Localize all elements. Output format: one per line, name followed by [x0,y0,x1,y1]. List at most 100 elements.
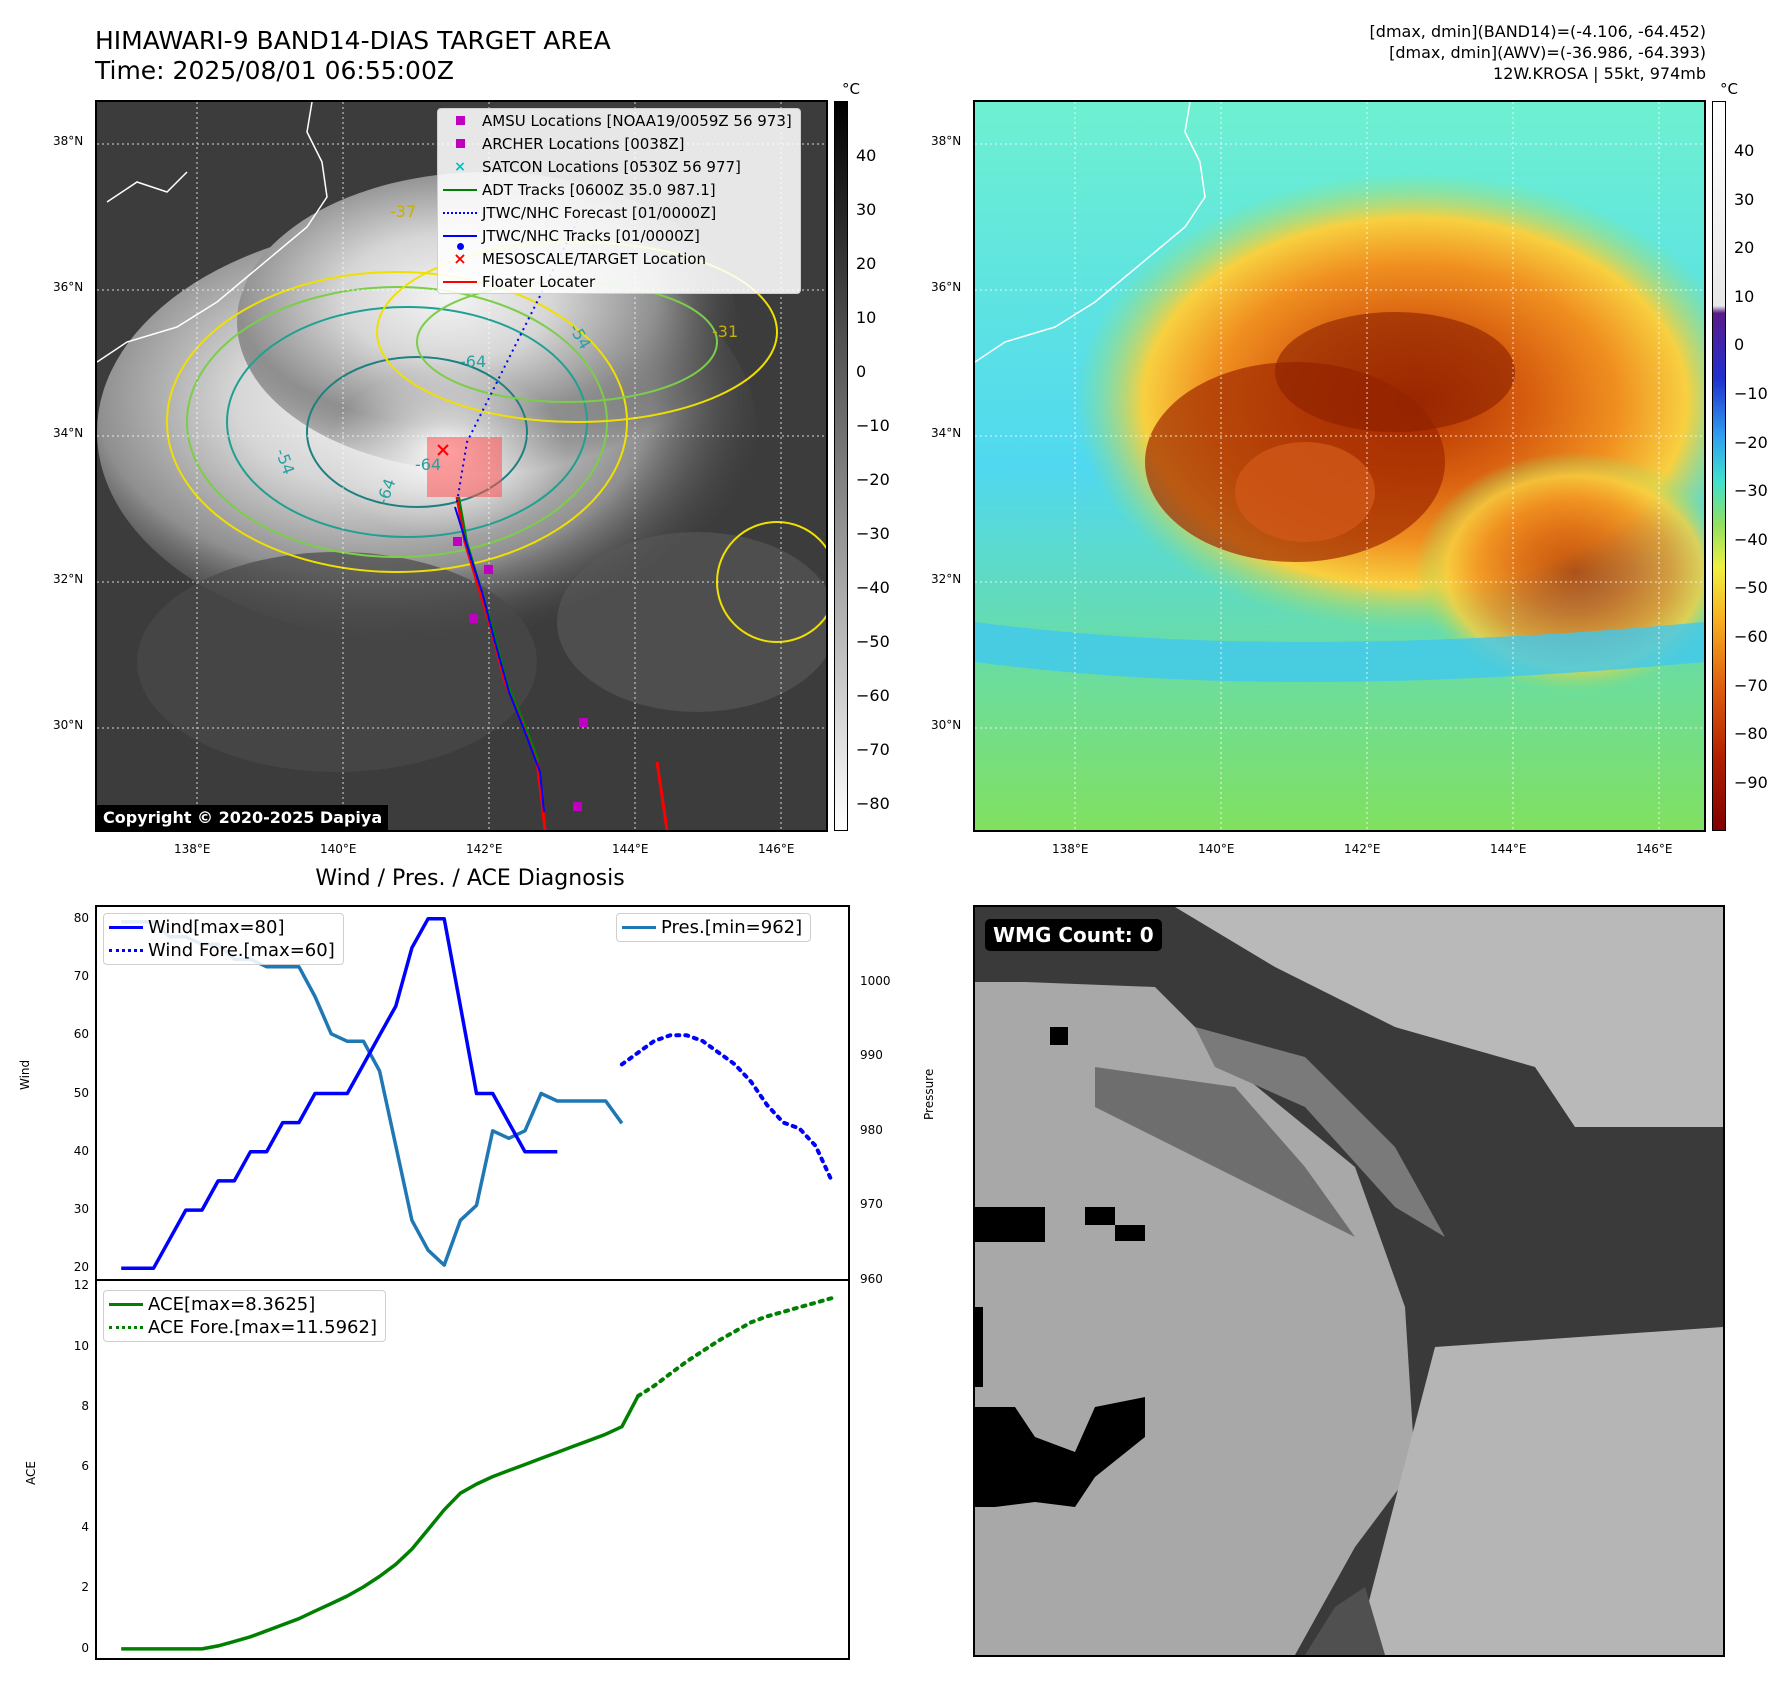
legend-ace-forecast: ACE Fore.[max=11.5962] [104,1316,385,1339]
wind-tick: 80 [73,910,89,925]
wmg-panel: WMG Count: 0 [973,905,1725,1657]
pressure-tick: 970 [860,1197,883,1212]
ace-forecast-line [636,1296,834,1399]
legend-square-icon [455,139,465,148]
ace-tick: 10 [73,1338,89,1353]
legend-line-icon [622,926,656,929]
colorbar2-tick: −20 [1734,432,1768,452]
ir-map-panel: -64 -54 -37 -64 -54 -64 -31 AMSU Locatio… [95,100,828,832]
colorbar2 [1712,101,1726,831]
lon-label-140-awv: 140°E [1198,842,1235,856]
lon-label-146-awv: 146°E [1636,842,1673,856]
colorbar2-tick: 20 [1734,238,1755,258]
legend-floater: Floater Locater [438,270,800,293]
pressure-tick: 1000 [860,973,891,988]
contour-label-7: -31 [712,322,739,341]
legend-wind: Wind[max=80] [104,916,343,939]
colorbar2-unit: °C [1720,80,1738,98]
figure-time: Time: 2025/08/01 06:55:00Z [95,56,454,85]
ace-tick: 2 [81,1580,89,1595]
legend-line-icon [443,280,477,283]
ace-tick: 0 [81,1640,89,1655]
lon-label-142-awv: 142°E [1344,842,1381,856]
pressure-axis-label: Pressure [922,1068,936,1120]
colorbar2-tick: −90 [1734,772,1768,792]
colorbar1-tick: −30 [856,524,890,543]
ace-axis-label: ACE [24,1461,38,1485]
lon-label-142: 142°E [466,842,503,856]
lon-label-144-awv: 144°E [1490,842,1527,856]
colorbar1-tick: 0 [856,362,867,381]
colorbar1-tick: 40 [856,146,877,165]
legend-archer: ARCHER Locations [0038Z] [438,132,800,155]
colorbar2-tick: −40 [1734,529,1768,549]
colorbar1-tick: −50 [856,632,890,651]
awv-map-image [975,102,1704,830]
legend-ace: ACE[max=8.3625] [104,1293,385,1316]
pressure-legend: Pres.[min=962] [616,913,812,942]
colorbar2-tick: −80 [1734,724,1768,744]
info-band14: [dmax, dmin](BAND14)=(-4.106, -64.452) [1369,22,1706,41]
colorbar2-tick: 30 [1734,189,1755,209]
bottom-axes-frame [95,1279,850,1660]
wind-axis-label: Wind [18,1059,32,1090]
colorbar2-tick: 0 [1734,335,1745,355]
colorbar2-tick: −10 [1734,384,1768,403]
legend-target: × MESOSCALE/TARGET Location [438,247,800,270]
lat-label-36: 36°N [53,280,84,294]
info-awv: [dmax, dmin](AWV)=(-36.986, -64.393) [1389,43,1706,62]
legend-jtwc-forecast: JTWC/NHC Forecast [01/0000Z] [438,201,800,224]
colorbar1-tick: −80 [856,794,890,813]
wmg-image [975,907,1723,1655]
map-legend: AMSU Locations [NOAA19/0059Z 56 973] ARC… [437,108,801,294]
colorbar2-tick: −30 [1734,481,1768,501]
legend-pressure: Pres.[min=962] [617,916,810,939]
lat-label-32: 32°N [53,572,84,586]
colorbar1-tick: −70 [856,740,890,759]
legend-line-dot-icon [443,234,477,237]
lon-label-138: 138°E [174,842,211,856]
lon-label-144: 144°E [612,842,649,856]
lat-label-30-awv: 30°N [931,718,962,732]
lat-label-38-awv: 38°N [931,134,962,148]
wind-tick: 30 [73,1202,89,1217]
colorbar1-tick: 30 [856,200,877,219]
ace-tick: 6 [81,1459,89,1474]
colorbar1-tick: −60 [856,686,890,705]
legend-dotted-line-icon [109,949,143,952]
colorbar2-tick: −60 [1734,627,1768,646]
awv-map-panel [973,100,1706,832]
wind-legend: Wind[max=80] Wind Fore.[max=60] [103,913,344,965]
legend-wind-forecast: Wind Fore.[max=60] [104,939,343,962]
wmg-count-badge: WMG Count: 0 [985,919,1162,951]
legend-jtwc-tracks: JTWC/NHC Tracks [01/0000Z] [438,224,800,250]
legend-dotted-line-icon [109,1326,143,1329]
figure-title: HIMAWARI-9 BAND14-DIAS TARGET AREA [95,26,611,55]
pressure-tick: 990 [860,1048,883,1063]
contour-label-1: -64 [415,455,442,474]
diagnosis-chart-svg [91,905,854,1660]
colorbar2-tick: −70 [1734,675,1768,695]
colorbar1-tick: −20 [856,470,890,489]
colorbar1-tick: 10 [856,308,877,327]
legend-adt: ADT Tracks [0600Z 35.0 987.1] [438,178,800,201]
lat-label-30: 30°N [53,718,84,732]
contour-label-4: -64 [460,352,487,371]
colorbar1-tick: −40 [856,578,890,597]
legend-satcon: × SATCON Locations [0530Z 56 977] [438,155,800,178]
contour-label-3: -37 [390,202,417,221]
lat-label-36-awv: 36°N [931,280,962,294]
legend-line-icon [109,1303,143,1306]
lon-label-138-awv: 138°E [1052,842,1089,856]
wind-tick: 40 [73,1143,89,1158]
lat-label-32-awv: 32°N [931,572,962,586]
legend-amsu: AMSU Locations [NOAA19/0059Z 56 973] [438,109,800,132]
wind-tick: 60 [73,1027,89,1042]
ace-legend: ACE[max=8.3625] ACE Fore.[max=11.5962] [103,1290,386,1342]
colorbar1 [834,101,848,831]
wind-tick: 70 [73,968,89,983]
legend-line-icon [443,188,477,191]
colorbar1-tick: −10 [856,416,890,435]
pressure-tick: 960 [860,1272,883,1286]
colorbar1-tick: 20 [856,254,877,273]
